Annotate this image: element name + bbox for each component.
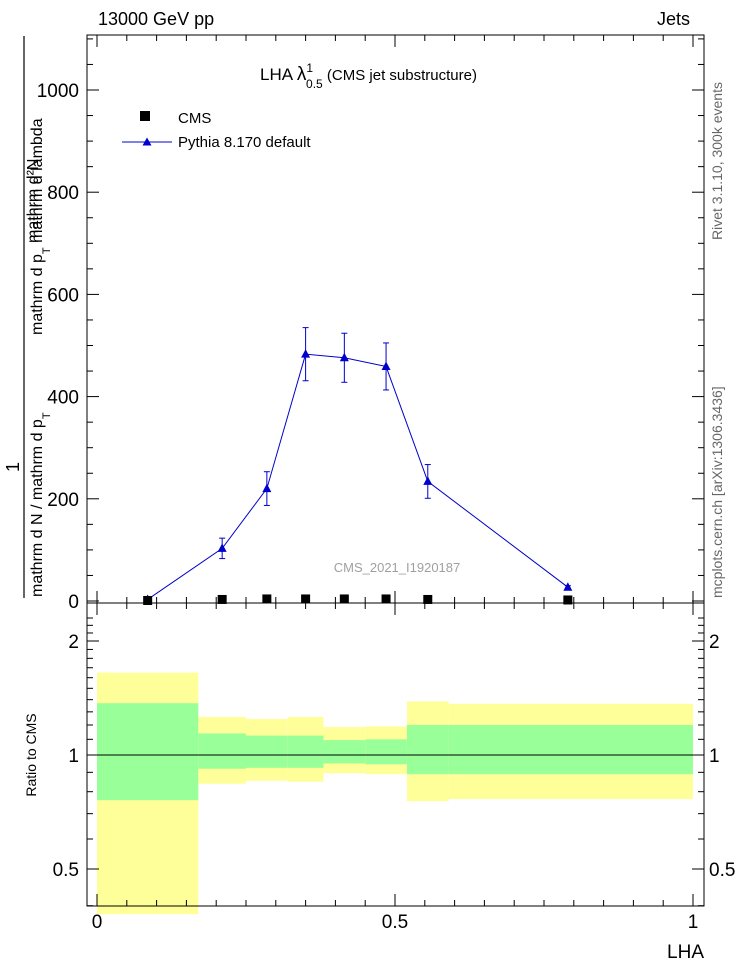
ratio-inner-band: [448, 725, 693, 775]
pythia-series-line: [147, 353, 569, 600]
ratio-x-tick-label: 0: [92, 912, 103, 933]
ratio-y-tick-label: 2: [68, 632, 79, 653]
cms-point: [262, 594, 272, 604]
ratio-xlabel: LHA: [667, 942, 704, 963]
legend-cms-marker: [140, 111, 150, 121]
ratio-inner-band: [97, 703, 199, 801]
ylabel-top-denominator: mathrm d pT mathrm d lambda: [29, 118, 53, 335]
ratio-inner-band: [287, 735, 324, 768]
ratio-inner-band: [365, 739, 407, 765]
ratio-x-tick-label: 1: [688, 912, 699, 933]
legend-pythia-marker: [142, 137, 152, 146]
ratio-inner-band: [406, 725, 449, 775]
ratio-inner-band: [323, 740, 366, 764]
cms-point: [339, 594, 349, 604]
header-category: Jets: [657, 9, 690, 29]
ratio-y-tick-label: 1: [68, 746, 79, 767]
mcplots-label: mcplots.cern.ch [arXiv:1306.3436]: [709, 386, 725, 598]
pythia-point: [423, 476, 433, 485]
main-y-tick-label: 400: [47, 388, 79, 409]
legend-pythia-label: Pythia 8.170 default: [178, 134, 311, 151]
ratio-y-tick-label-right: 0.5: [709, 860, 735, 881]
pythia-point: [301, 349, 311, 358]
ratio-y-tick-label-right: 1: [709, 746, 720, 767]
ratio-y-tick-label: 0.5: [53, 860, 79, 881]
main-y-tick-label: 1000: [37, 81, 79, 102]
ratio-y-tick-label-right: 2: [709, 632, 720, 653]
main-title: LHA λ1 0.5 (CMS jet substructure): [260, 61, 477, 91]
ratio-x-tick-label: 0.5: [382, 912, 408, 933]
pythia-point: [563, 582, 573, 591]
cms-point: [423, 594, 433, 604]
ylabel-denominator: mathrm d N / mathrm d pT: [29, 412, 53, 597]
main-ylabel: 1 mathrm d N / mathrm d pT mathrm d²N ma…: [3, 36, 53, 598]
ylabel-top-numerator: mathrm d²N: [25, 159, 42, 243]
main-y-tick-label: 600: [47, 285, 79, 306]
ylabel-numerator-one: 1: [3, 462, 23, 472]
header-process: 13000 GeV pp: [98, 9, 214, 29]
main-y-tick-label: 200: [47, 490, 79, 511]
ratio-inner-band: [198, 733, 246, 769]
analysis-label: CMS_2021_I1920187: [334, 560, 461, 575]
legend-cms-label: CMS: [178, 110, 211, 127]
main-y-tick-label: 0: [68, 592, 79, 613]
pythia-point: [217, 543, 227, 552]
cms-point: [217, 594, 227, 604]
cms-point: [301, 594, 311, 604]
cms-point: [563, 595, 573, 605]
pythia-point: [262, 483, 272, 493]
ratio-inner-band: [246, 735, 288, 768]
cms-point: [143, 595, 153, 605]
pythia-point: [339, 352, 349, 362]
rivet-version-label: Rivet 3.1.10, 300k events: [709, 82, 725, 240]
ratio-ylabel: Ratio to CMS: [23, 713, 39, 796]
pythia-point: [381, 361, 391, 370]
main-y-tick-label: 800: [47, 183, 79, 204]
cms-point: [381, 594, 391, 604]
